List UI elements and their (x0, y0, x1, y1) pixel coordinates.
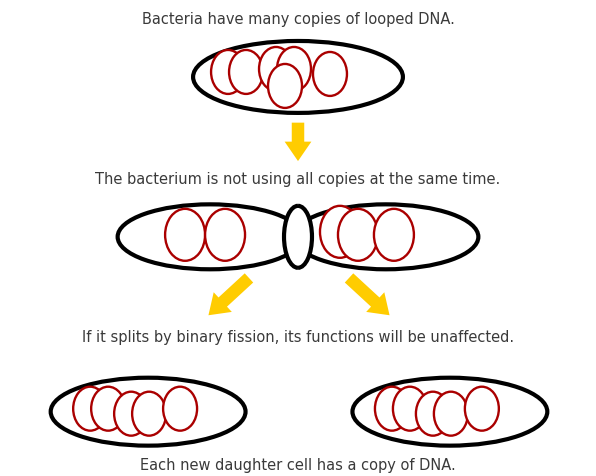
Text: Bacteria have many copies of looped DNA.: Bacteria have many copies of looped DNA. (142, 12, 454, 27)
Ellipse shape (293, 205, 479, 270)
Ellipse shape (165, 209, 205, 261)
Ellipse shape (375, 387, 409, 431)
Ellipse shape (277, 48, 311, 92)
Ellipse shape (205, 209, 245, 261)
Ellipse shape (114, 392, 148, 436)
Ellipse shape (374, 209, 414, 261)
Ellipse shape (73, 387, 107, 431)
FancyArrow shape (347, 276, 388, 314)
Ellipse shape (117, 205, 303, 270)
Ellipse shape (313, 53, 347, 97)
FancyArrow shape (210, 276, 252, 314)
Ellipse shape (132, 392, 166, 436)
Ellipse shape (338, 209, 378, 261)
Ellipse shape (416, 392, 450, 436)
Ellipse shape (352, 378, 547, 446)
FancyArrow shape (287, 125, 309, 159)
Ellipse shape (320, 207, 360, 258)
Ellipse shape (163, 387, 197, 431)
Ellipse shape (108, 205, 488, 270)
Text: Each new daughter cell has a copy of DNA.: Each new daughter cell has a copy of DNA… (140, 456, 456, 472)
Text: If it splits by binary fission, its functions will be unaffected.: If it splits by binary fission, its func… (82, 329, 514, 344)
Ellipse shape (259, 48, 293, 92)
Ellipse shape (51, 378, 246, 446)
Ellipse shape (434, 392, 468, 436)
Ellipse shape (211, 51, 245, 95)
Ellipse shape (393, 387, 427, 431)
Ellipse shape (229, 51, 263, 95)
Ellipse shape (268, 65, 302, 109)
Ellipse shape (193, 42, 403, 114)
Ellipse shape (465, 387, 499, 431)
Text: The bacterium is not using all copies at the same time.: The bacterium is not using all copies at… (95, 171, 501, 187)
Ellipse shape (91, 387, 125, 431)
Ellipse shape (284, 207, 312, 268)
